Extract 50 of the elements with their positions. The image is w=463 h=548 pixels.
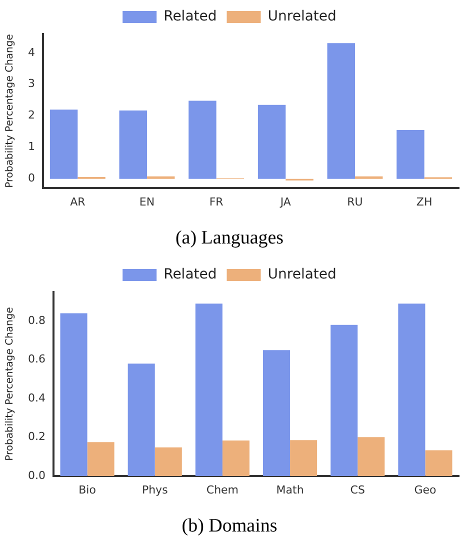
- bar: [147, 176, 175, 179]
- x-tick-label: Math: [276, 483, 304, 496]
- y-axis-title: Probability Percentage Change: [4, 307, 16, 461]
- y-tick-label: 2: [28, 108, 35, 122]
- y-tick-label: 0.6: [28, 352, 46, 366]
- bar: [425, 450, 452, 476]
- x-tick-label: Phys: [142, 483, 168, 496]
- y-tick-label: 0.2: [28, 430, 46, 444]
- x-tick-label: Bio: [78, 483, 96, 496]
- y-tick-label: 1: [28, 140, 35, 154]
- bar: [188, 100, 216, 179]
- legend-label: Unrelated: [268, 8, 336, 25]
- bar: [327, 43, 355, 179]
- bar: [355, 176, 383, 179]
- x-tick-label: AR: [70, 195, 86, 208]
- bar: [222, 440, 250, 476]
- bar: [396, 130, 424, 179]
- bar: [398, 304, 426, 476]
- bar: [60, 313, 88, 476]
- y-tick-label: 4: [28, 46, 35, 59]
- bar: [128, 364, 155, 476]
- bar: [358, 437, 385, 476]
- bar: [263, 350, 290, 476]
- legend-label: Related: [164, 8, 217, 25]
- bar: [87, 442, 114, 476]
- x-tick-label: ZH: [416, 195, 432, 208]
- bar: [50, 110, 78, 179]
- legend-label: Related: [164, 266, 217, 283]
- bar: [258, 104, 286, 179]
- x-tick-label: FR: [209, 195, 224, 208]
- x-tick-label: CS: [350, 483, 365, 496]
- bar: [154, 447, 182, 476]
- text: (a) Languages: [175, 228, 284, 249]
- y-axis-title: Probability Percentage Change: [4, 34, 16, 188]
- x-tick-label: Chem: [206, 483, 239, 496]
- bar: [330, 324, 358, 476]
- text: (b) Domains: [182, 516, 278, 537]
- y-tick-label: 3: [28, 77, 35, 90]
- legend-label: Unrelated: [268, 266, 336, 283]
- x-tick-label: EN: [139, 195, 155, 208]
- bar: [119, 110, 147, 179]
- bar: [195, 304, 222, 476]
- x-tick-label: JA: [279, 195, 292, 208]
- y-tick-label: 0.4: [28, 391, 46, 404]
- y-tick-label: 0: [28, 172, 35, 185]
- x-tick-label: Geo: [414, 483, 436, 496]
- y-tick-label: 0.8: [28, 314, 46, 327]
- bar: [290, 440, 318, 476]
- y-tick-label: 0.0: [28, 468, 46, 482]
- x-tick-label: RU: [347, 195, 363, 208]
